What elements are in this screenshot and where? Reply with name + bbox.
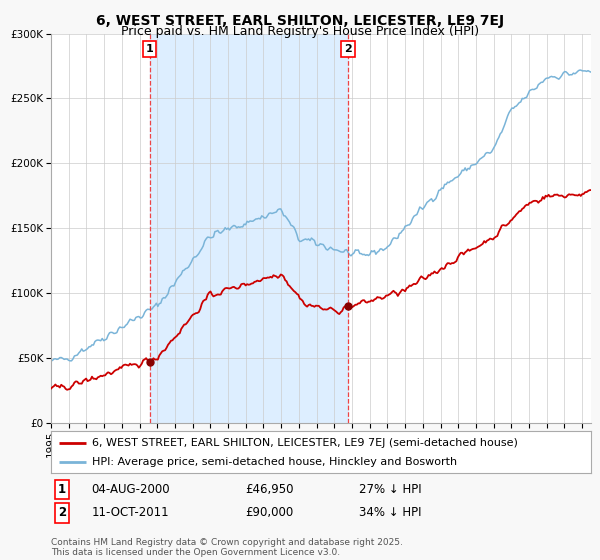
Text: 34% ↓ HPI: 34% ↓ HPI bbox=[359, 506, 421, 520]
Text: £46,950: £46,950 bbox=[245, 483, 294, 496]
Text: Contains HM Land Registry data © Crown copyright and database right 2025.
This d: Contains HM Land Registry data © Crown c… bbox=[51, 538, 403, 557]
Text: £90,000: £90,000 bbox=[245, 506, 293, 520]
Text: 6, WEST STREET, EARL SHILTON, LEICESTER, LE9 7EJ: 6, WEST STREET, EARL SHILTON, LEICESTER,… bbox=[96, 14, 504, 28]
Text: 2: 2 bbox=[344, 44, 352, 54]
Text: 27% ↓ HPI: 27% ↓ HPI bbox=[359, 483, 421, 496]
Text: 04-AUG-2000: 04-AUG-2000 bbox=[91, 483, 170, 496]
Text: 11-OCT-2011: 11-OCT-2011 bbox=[91, 506, 169, 520]
Text: 6, WEST STREET, EARL SHILTON, LEICESTER, LE9 7EJ (semi-detached house): 6, WEST STREET, EARL SHILTON, LEICESTER,… bbox=[91, 437, 517, 447]
Text: 2: 2 bbox=[58, 506, 66, 520]
Text: HPI: Average price, semi-detached house, Hinckley and Bosworth: HPI: Average price, semi-detached house,… bbox=[91, 457, 457, 467]
Text: 1: 1 bbox=[58, 483, 66, 496]
Text: Price paid vs. HM Land Registry's House Price Index (HPI): Price paid vs. HM Land Registry's House … bbox=[121, 25, 479, 38]
Text: 1: 1 bbox=[146, 44, 154, 54]
Bar bbox=[150, 34, 348, 423]
